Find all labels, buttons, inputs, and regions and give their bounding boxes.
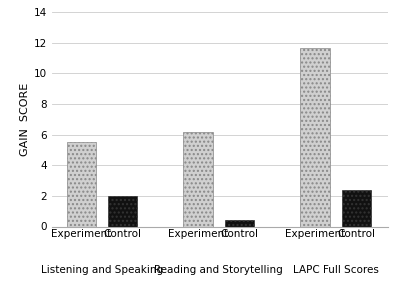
Bar xyxy=(67,142,96,226)
Text: Reading and Storytelling: Reading and Storytelling xyxy=(154,265,283,275)
Text: Listening and Speaking: Listening and Speaking xyxy=(41,265,163,275)
Bar xyxy=(342,190,371,226)
Y-axis label: GAIN  SCORE: GAIN SCORE xyxy=(20,83,30,156)
Bar xyxy=(300,48,330,226)
Text: LAPC Full Scores: LAPC Full Scores xyxy=(293,265,378,275)
Bar xyxy=(108,196,137,226)
Bar xyxy=(184,132,213,226)
Bar xyxy=(225,220,254,226)
